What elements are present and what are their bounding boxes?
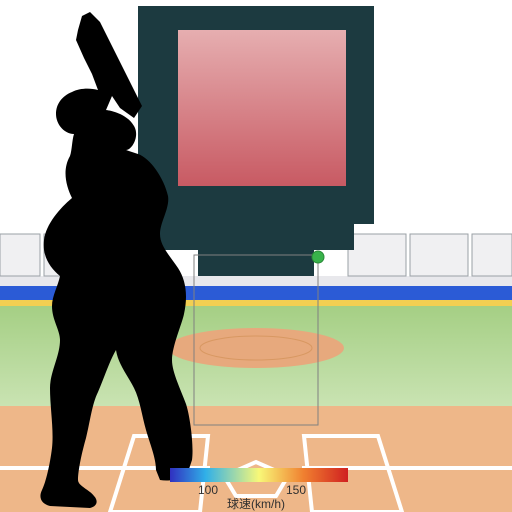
colorbar-tick: 100 xyxy=(198,483,218,497)
stand-section xyxy=(348,234,406,276)
scoreboard-screen xyxy=(178,30,346,186)
mound-inner xyxy=(200,336,312,360)
colorbar-title: 球速(km/h) xyxy=(227,497,285,511)
scoreboard-tier xyxy=(198,250,314,276)
stand-section xyxy=(0,234,40,276)
colorbar-tick: 150 xyxy=(286,483,306,497)
pitch-chart: 100 150球速(km/h) xyxy=(0,0,512,512)
pitch-marker xyxy=(312,251,324,263)
scoreboard-tier xyxy=(158,224,354,250)
stand-section xyxy=(410,234,468,276)
speed-colorbar xyxy=(170,468,348,482)
stand-section xyxy=(472,234,512,276)
